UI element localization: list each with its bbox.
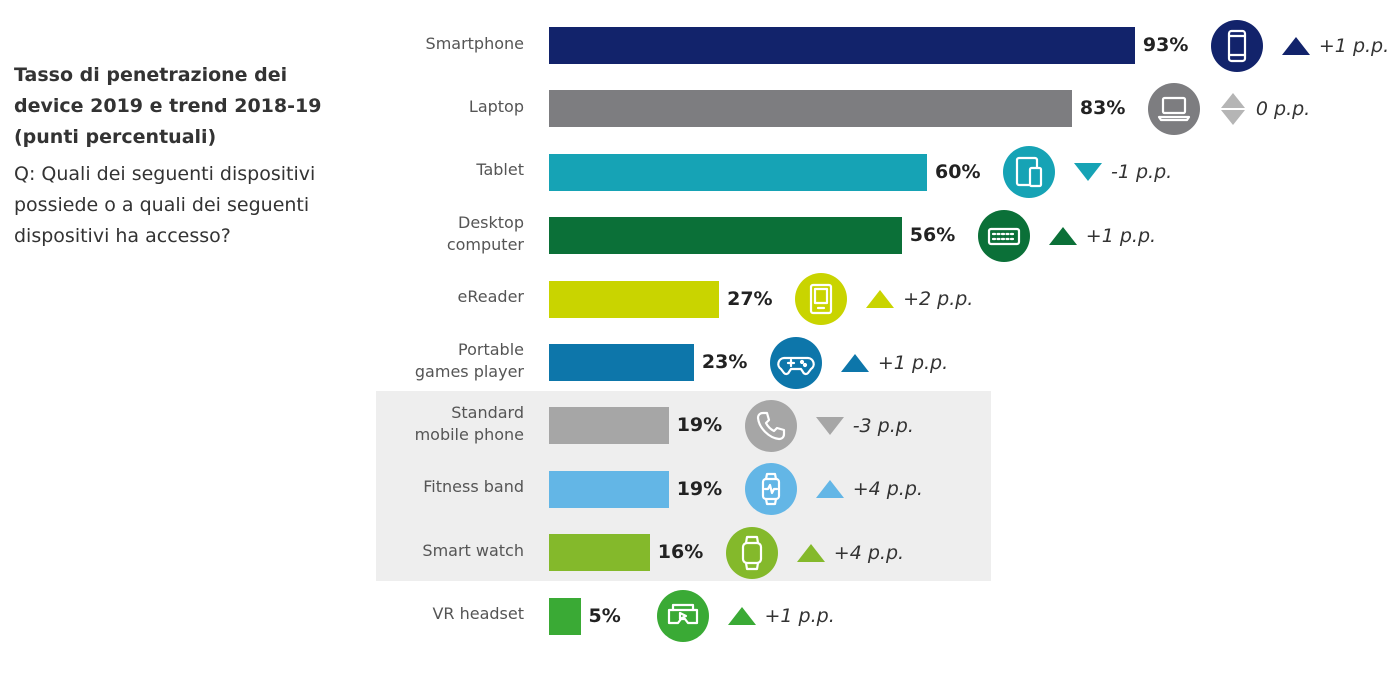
laptop-icon: [1147, 82, 1200, 135]
value-label: 56%: [909, 224, 956, 247]
bar: [549, 217, 902, 255]
value-label: 5%: [588, 604, 621, 627]
ereader-icon: [795, 273, 848, 326]
category-label: Portable games player: [354, 339, 524, 383]
tablet-icon: [1003, 146, 1055, 199]
chart-title: Tasso di penetrazione dei device 2019 e …: [14, 64, 322, 148]
trend-label: +2 p.p.: [903, 288, 974, 311]
value-label: 60%: [935, 160, 981, 183]
chart-question: Q: Quali dei seguenti dispositivi possie…: [14, 163, 316, 247]
bar: [549, 534, 650, 572]
category-label-line: Tablet: [476, 160, 524, 180]
trend-label: +4 p.p.: [852, 478, 923, 501]
trend-up-icon: [796, 543, 825, 562]
trend-label: +1 p.p.: [1318, 34, 1390, 57]
trend-label: -1 p.p.: [1111, 161, 1173, 184]
bar: [549, 407, 669, 445]
category-label: eReader: [354, 286, 524, 308]
category-label-line: Smartphone: [425, 33, 524, 53]
chart-description: Tasso di penetrazione dei device 2019 e …: [14, 60, 334, 252]
category-label-line: Fitness band: [423, 477, 524, 497]
category-label-line: computer: [446, 234, 524, 254]
trend-label: +1 p.p.: [1085, 224, 1157, 247]
smartphone-icon: [1210, 19, 1263, 72]
value-label: 16%: [657, 541, 704, 564]
phone-handset-icon: [744, 399, 797, 452]
trend-up-icon: [1048, 226, 1077, 245]
value-label: 19%: [676, 414, 723, 437]
trend-label: -3 p.p.: [852, 414, 914, 437]
category-label: VR headset: [354, 603, 524, 625]
bar: [549, 27, 1135, 64]
category-label-line: VR headset: [432, 604, 524, 624]
trend-label: +1 p.p.: [877, 351, 949, 374]
vr-headset-icon: [656, 590, 709, 643]
category-label-line: games player: [414, 361, 524, 381]
trend-up-icon: [866, 290, 895, 309]
category-label: Smart watch: [354, 540, 524, 562]
fitness-band-icon: [744, 463, 797, 516]
value-label: 93%: [1142, 34, 1189, 56]
trend-flat-icon: [1220, 92, 1245, 125]
value-label: 83%: [1079, 97, 1126, 120]
gamepad-icon: [769, 336, 822, 389]
trend-down-icon: [815, 416, 844, 435]
value-label: 23%: [701, 351, 748, 373]
bar: [549, 153, 927, 191]
category-label-line: eReader: [457, 287, 524, 307]
value-label: 27%: [727, 287, 773, 310]
value-label: 19%: [676, 477, 723, 500]
category-label-line: Portable: [458, 339, 524, 359]
category-label-line: Desktop: [458, 212, 524, 232]
category-label-line: Standard: [451, 402, 524, 422]
bar: [549, 597, 581, 635]
category-label: Laptop: [354, 96, 524, 118]
highlight-band: [376, 391, 991, 581]
category-label: Desktop computer: [354, 212, 524, 256]
bar: [549, 344, 694, 381]
trend-up-icon: [1281, 36, 1310, 55]
category-label: Tablet: [354, 159, 524, 181]
trend-label: 0 p.p.: [1255, 97, 1311, 120]
category-label: Fitness band: [354, 476, 524, 498]
keyboard-icon: [977, 209, 1030, 262]
trend-down-icon: [1074, 163, 1102, 182]
trend-up-icon: [727, 607, 756, 626]
category-label-line: Smart watch: [422, 540, 524, 560]
trend-up-icon: [815, 480, 844, 499]
trend-label: +1 p.p.: [764, 605, 835, 628]
bar: [549, 90, 1072, 128]
bar: [549, 280, 720, 318]
category-label: Standard mobile phone: [354, 402, 524, 446]
category-label-line: mobile phone: [414, 424, 524, 444]
smartwatch-icon: [725, 526, 778, 579]
category-label: Smartphone: [354, 33, 524, 55]
category-label-line: Laptop: [468, 96, 524, 116]
trend-up-icon: [840, 353, 869, 372]
bar: [549, 470, 669, 508]
trend-label: +4 p.p.: [833, 541, 905, 564]
